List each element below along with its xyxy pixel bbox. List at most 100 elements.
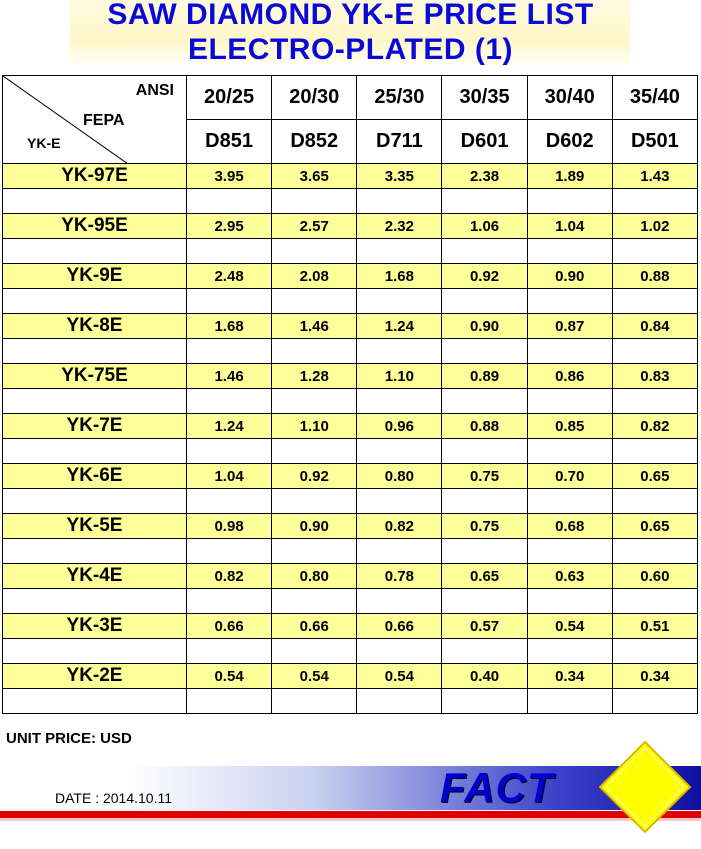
footer-pink-stripe <box>0 818 701 821</box>
table-row: YK-7E 1.24 1.10 0.96 0.88 0.85 0.82 <box>2 413 699 439</box>
price-cell: 0.68 <box>526 513 613 539</box>
product-name-cell: YK-9E <box>2 263 187 289</box>
fepa-header-cell: D601 <box>441 119 528 164</box>
blank-cell <box>356 288 443 314</box>
product-name-cell: YK-75E <box>2 363 187 389</box>
product-name-cell: YK-8E <box>2 313 187 339</box>
price-cell: 0.57 <box>441 613 528 639</box>
blank-cell <box>526 488 613 514</box>
price-cell: 0.88 <box>611 263 699 289</box>
blank-cell <box>611 488 699 514</box>
blank-row <box>2 388 699 414</box>
blank-cell <box>271 388 358 414</box>
blank-cell <box>271 188 358 214</box>
blank-cell <box>441 488 528 514</box>
price-cell: 2.57 <box>271 213 358 239</box>
blank-cell <box>441 638 528 664</box>
price-cell: 0.86 <box>526 363 613 389</box>
price-cell: 1.10 <box>356 363 443 389</box>
ansi-header-cell: 35/40 <box>611 75 699 120</box>
blank-cell <box>611 188 699 214</box>
product-name-cell: YK-97E <box>2 163 187 189</box>
price-cell: 3.35 <box>356 163 443 189</box>
table-row: YK-4E 0.82 0.80 0.78 0.65 0.63 0.60 <box>2 563 699 589</box>
ansi-header-cell: 25/30 <box>356 75 443 120</box>
blank-cell <box>185 188 273 214</box>
blank-cell <box>441 238 528 264</box>
corner-label-yke: YK-E <box>27 135 61 151</box>
price-cell: 0.54 <box>185 663 273 689</box>
blank-cell <box>526 388 613 414</box>
price-cell: 0.96 <box>356 413 443 439</box>
ansi-header-cell: 20/30 <box>271 75 358 120</box>
blank-cell <box>356 388 443 414</box>
blank-cell <box>441 188 528 214</box>
corner-label-ansi: ANSI <box>135 82 174 99</box>
blank-cell <box>185 538 273 564</box>
date-label: DATE : 2014.10.11 <box>55 790 172 806</box>
blank-cell <box>611 288 699 314</box>
unit-price-note: UNIT PRICE: USD <box>6 730 132 747</box>
blank-cell <box>356 188 443 214</box>
blank-cell <box>526 638 613 664</box>
price-cell: 1.04 <box>185 463 273 489</box>
blank-cell <box>356 538 443 564</box>
blank-cell <box>441 338 528 364</box>
diagonal-divider <box>3 76 129 164</box>
price-cell: 0.78 <box>356 563 443 589</box>
price-cell: 0.90 <box>526 263 613 289</box>
price-cell: 0.65 <box>611 463 699 489</box>
price-cell: 1.68 <box>356 263 443 289</box>
price-cell: 1.24 <box>356 313 443 339</box>
price-cell: 0.70 <box>526 463 613 489</box>
price-cell: 0.83 <box>611 363 699 389</box>
price-cell: 1.28 <box>271 363 358 389</box>
blank-cell <box>2 388 187 414</box>
table-row: YK-8E 1.68 1.46 1.24 0.90 0.87 0.84 <box>2 313 699 339</box>
price-cell: 0.65 <box>611 513 699 539</box>
blank-row <box>2 238 699 264</box>
blank-cell <box>2 488 187 514</box>
product-name-cell: YK-5E <box>2 513 187 539</box>
blank-cell <box>356 238 443 264</box>
blank-cell <box>611 588 699 614</box>
blank-cell <box>185 338 273 364</box>
price-cell: 0.90 <box>441 313 528 339</box>
price-cell: 2.95 <box>185 213 273 239</box>
price-cell: 3.65 <box>271 163 358 189</box>
fepa-header-cell: D711 <box>356 119 443 164</box>
blank-cell <box>356 488 443 514</box>
blank-cell <box>611 538 699 564</box>
title-background <box>70 0 630 68</box>
blank-cell <box>185 638 273 664</box>
blank-cell <box>526 688 613 714</box>
product-name-cell: YK-2E <box>2 663 187 689</box>
fepa-header-cell: D852 <box>271 119 358 164</box>
blank-row <box>2 338 699 364</box>
blank-row <box>2 438 699 464</box>
price-cell: 0.80 <box>271 563 358 589</box>
blank-cell <box>526 438 613 464</box>
page-subtitle: ELECTRO-PLATED (1) <box>187 33 514 66</box>
blank-cell <box>611 688 699 714</box>
table-row: YK-97E 3.95 3.65 3.35 2.38 1.89 1.43 <box>2 163 699 189</box>
blank-cell <box>2 688 187 714</box>
blank-cell <box>441 388 528 414</box>
blank-cell <box>185 438 273 464</box>
blank-cell <box>611 388 699 414</box>
header-row-fepa: D851 D852 D711 D601 D602 D501 <box>3 119 699 164</box>
blank-cell <box>441 438 528 464</box>
price-cell: 0.60 <box>611 563 699 589</box>
blank-row <box>2 288 699 314</box>
price-cell: 0.63 <box>526 563 613 589</box>
product-name-cell: YK-95E <box>2 213 187 239</box>
price-cell: 0.66 <box>185 613 273 639</box>
header-corner: ANSI FEPA YK-E <box>2 75 187 164</box>
blank-cell <box>271 288 358 314</box>
table-row: YK-6E 1.04 0.92 0.80 0.75 0.70 0.65 <box>2 463 699 489</box>
blank-cell <box>271 238 358 264</box>
blank-row <box>2 588 699 614</box>
blank-cell <box>356 588 443 614</box>
table-row: YK-75E 1.46 1.28 1.10 0.89 0.86 0.83 <box>2 363 699 389</box>
fact-logo: FACT <box>440 764 554 811</box>
